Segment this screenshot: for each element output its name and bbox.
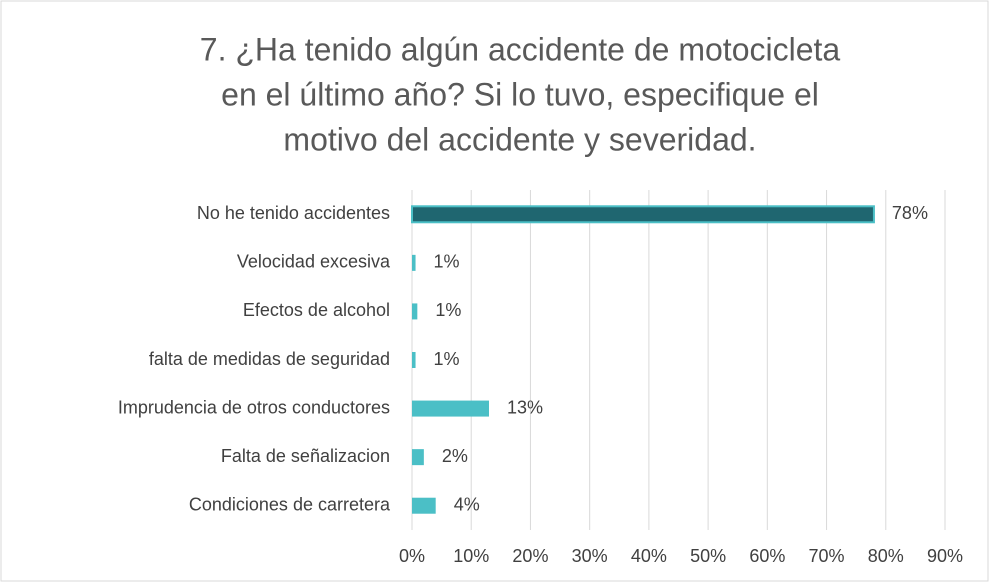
- chart-title: motivo del accidente y severidad.: [283, 121, 756, 157]
- y-tick-label: Imprudencia de otros conductores: [118, 397, 390, 417]
- y-tick-label: falta de medidas de seguridad: [149, 349, 390, 369]
- data-label: 2%: [442, 446, 468, 466]
- y-tick-label: No he tenido accidentes: [197, 203, 390, 223]
- chart-title: 7. ¿Ha tenido algún accidente de motocic…: [200, 31, 841, 67]
- data-label: 13%: [507, 397, 543, 417]
- x-tick-label: 20%: [512, 546, 548, 566]
- x-tick-label: 40%: [631, 546, 667, 566]
- y-tick-label: Efectos de alcohol: [243, 300, 390, 320]
- y-tick-label: Velocidad excesiva: [237, 252, 391, 272]
- x-tick-label: 10%: [453, 546, 489, 566]
- data-label: 1%: [434, 349, 460, 369]
- bar: [412, 303, 418, 320]
- bar: [411, 205, 875, 224]
- bar: [412, 400, 489, 417]
- x-tick-label: 60%: [749, 546, 785, 566]
- data-label: 1%: [435, 300, 461, 320]
- data-label: 78%: [892, 203, 928, 223]
- chart-title: en el último año? Si lo tuvo, especifiqu…: [221, 76, 819, 112]
- x-tick-label: 50%: [690, 546, 726, 566]
- data-label: 4%: [454, 494, 480, 514]
- x-tick-label: 0%: [399, 546, 425, 566]
- bar: [412, 497, 436, 514]
- x-tick-label: 90%: [927, 546, 963, 566]
- bar: [412, 449, 424, 466]
- x-tick-label: 70%: [809, 546, 845, 566]
- bar: [412, 254, 416, 271]
- y-tick-label: Condiciones de carretera: [189, 494, 391, 514]
- y-tick-label: Falta de señalizacion: [221, 446, 390, 466]
- x-tick-label: 30%: [572, 546, 608, 566]
- data-label: 1%: [434, 252, 460, 272]
- bar: [412, 352, 416, 368]
- x-tick-label: 80%: [868, 546, 904, 566]
